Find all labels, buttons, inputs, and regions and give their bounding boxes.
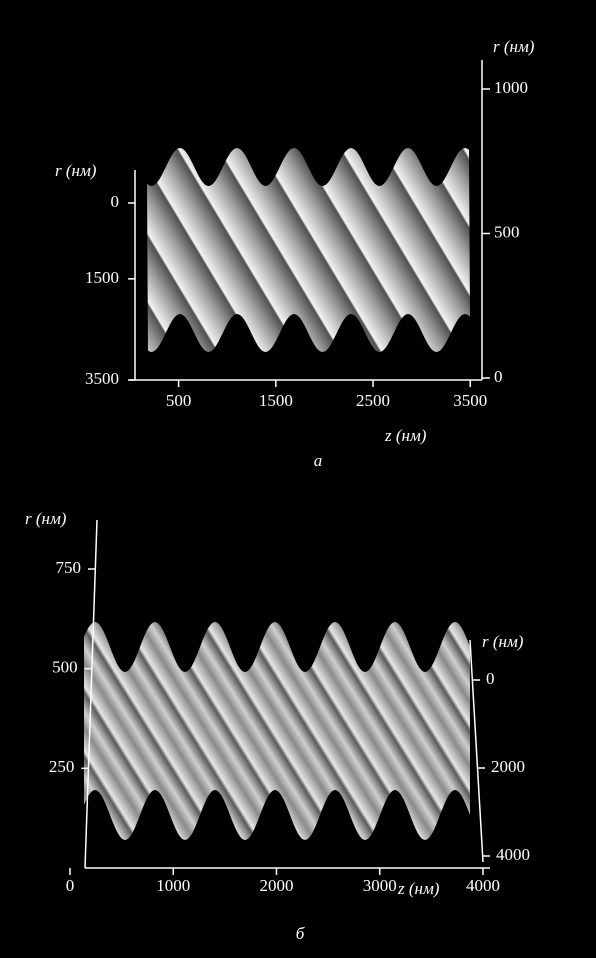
tick-label: 2000 (260, 876, 294, 895)
tick-label: 1000 (156, 876, 190, 895)
tick-label: 0 (111, 192, 120, 211)
axis-label: r (нм) (55, 161, 97, 180)
axis-line (84, 519, 98, 869)
axis-line (469, 639, 484, 863)
tick-label: 500 (52, 658, 78, 677)
tick-label: 2000 (491, 757, 525, 776)
tick-label: 3500 (85, 369, 119, 388)
tick-label: 3000 (363, 876, 397, 895)
tick-label: 3500 (453, 391, 487, 410)
tick-label: 4000 (466, 876, 500, 895)
axis-label: r (нм) (482, 632, 524, 651)
tick-label: 2500 (356, 391, 390, 410)
axis-label: r (нм) (493, 37, 535, 56)
tick-label: 250 (49, 757, 75, 776)
tick-label: 1000 (494, 78, 528, 97)
tick-label: 1500 (85, 268, 119, 287)
tick-label: 750 (56, 558, 82, 577)
tick-label: 0 (66, 876, 75, 895)
tick-label: 1500 (259, 391, 293, 410)
caption: а (314, 451, 323, 470)
tick-label: 4000 (496, 845, 530, 864)
caption: б (296, 924, 305, 943)
axis-label: z (нм) (384, 426, 427, 445)
surface-a (147, 148, 470, 352)
tick-label: 500 (494, 222, 520, 241)
tick-label: 500 (166, 391, 192, 410)
axis-label: z (нм) (397, 879, 440, 898)
tick-label: 0 (486, 669, 495, 688)
axis-label: r (нм) (25, 509, 67, 528)
tick-label: 0 (494, 367, 503, 386)
surface-b (84, 622, 470, 840)
